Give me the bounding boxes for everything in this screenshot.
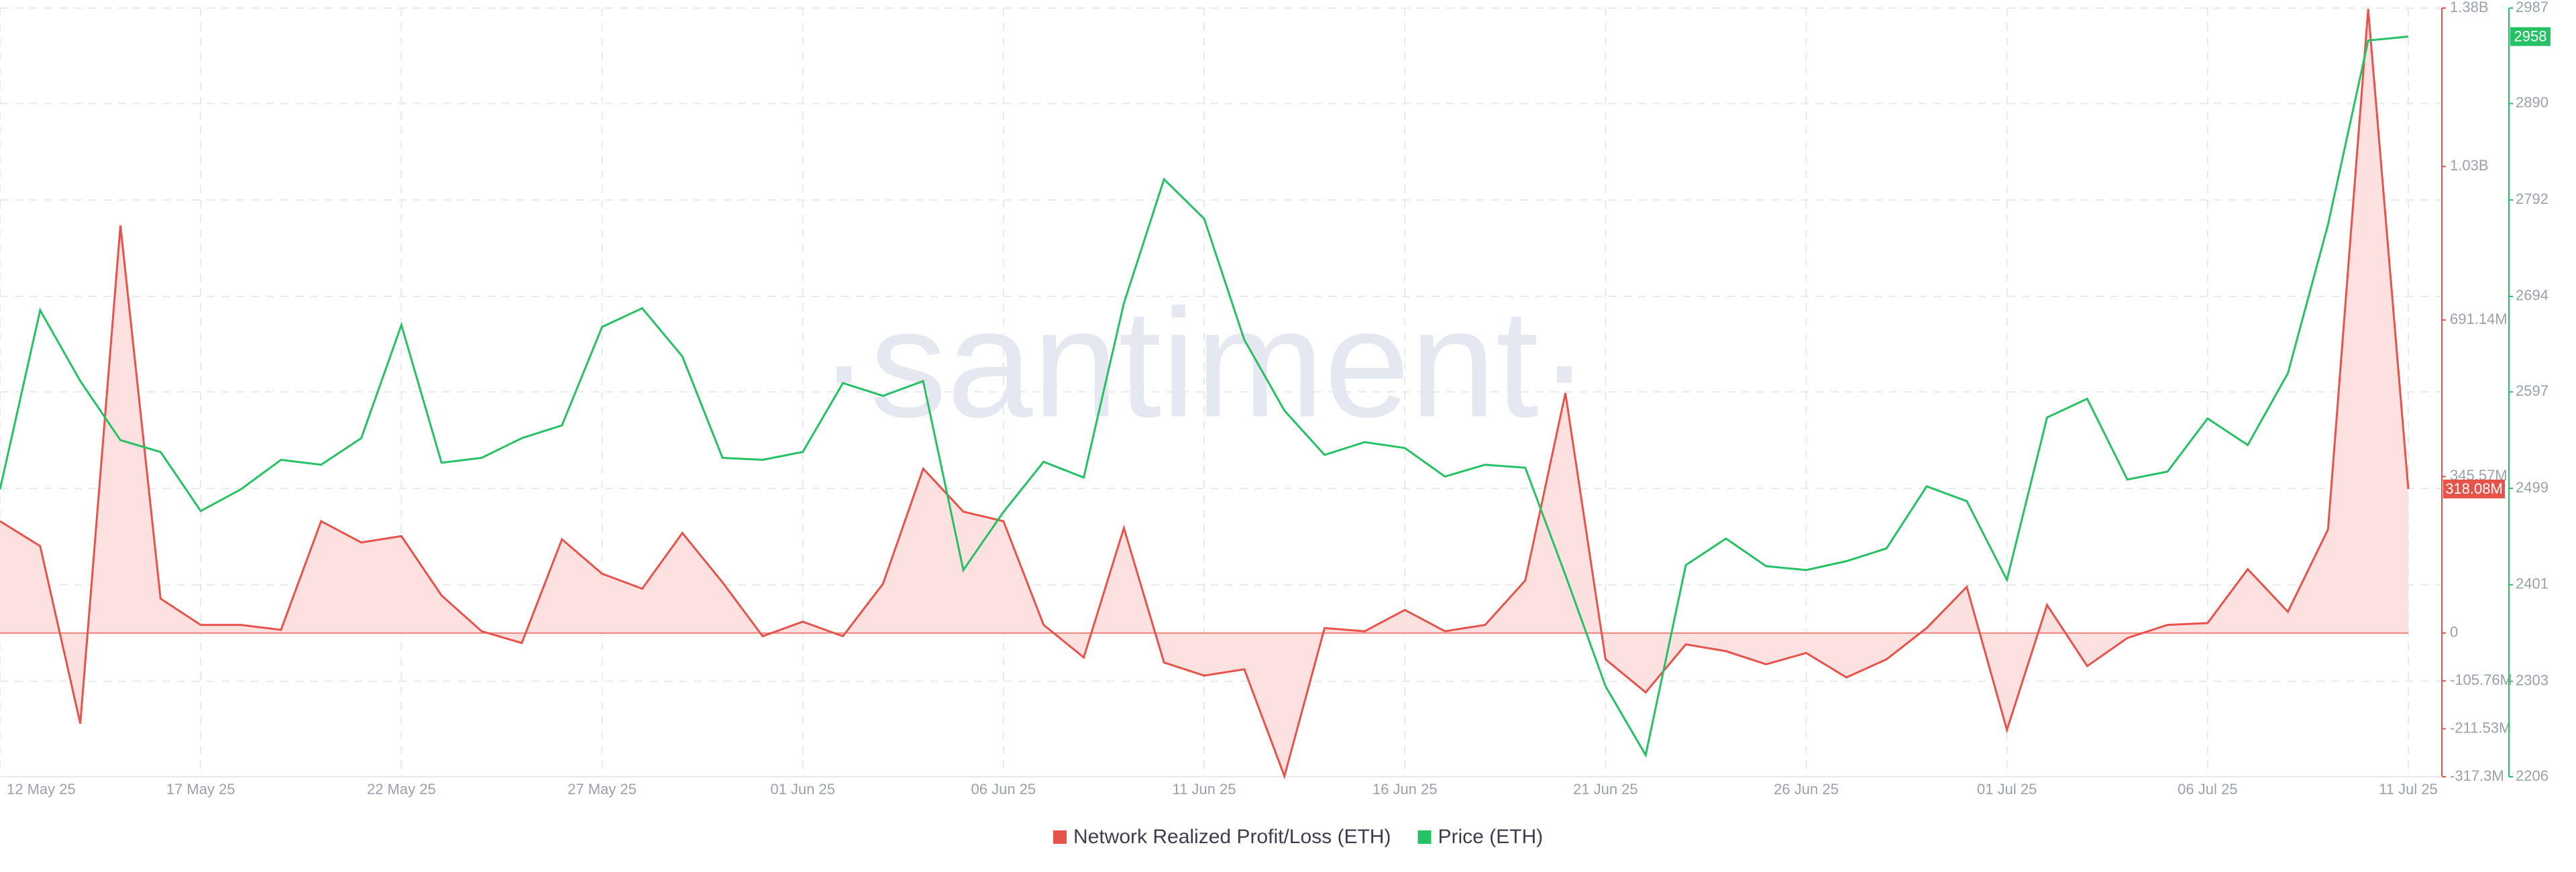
y-tick-label: -105.76M — [2450, 671, 2512, 688]
x-tick-label: 27 May 25 — [568, 781, 637, 798]
x-tick-label: 17 May 25 — [166, 781, 235, 798]
y-tick-label: 691.14M — [2450, 311, 2508, 327]
y-tick-label: 1.03B — [2450, 157, 2489, 174]
value-badge — [2443, 479, 2505, 498]
x-tick-label: 01 Jul 25 — [1977, 781, 2037, 798]
x-tick-label: 11 Jun 25 — [1172, 781, 1236, 798]
area — [0, 9, 2408, 777]
x-tick-label: 26 Jun 25 — [1774, 781, 1839, 798]
y-tick-label: 0 — [2450, 624, 2458, 641]
legend-label: Price (ETH) — [1438, 826, 1543, 848]
y2-tick-label: 2597 — [2516, 382, 2548, 399]
y2-tick-label: 2987 — [2516, 0, 2548, 15]
x-tick-label: 11 Jul 25 — [2379, 781, 2438, 798]
x-tick-label: 12 May 25 — [7, 781, 76, 798]
x-tick-label: 06 Jun 25 — [971, 781, 1036, 798]
y-tick-label: -317.3M — [2450, 767, 2504, 784]
value-label: 2958 — [2514, 28, 2547, 44]
legend-swatch — [1053, 830, 1067, 844]
y2-tick-label: 2206 — [2516, 767, 2548, 784]
y-tick-label: 1.38B — [2450, 0, 2489, 15]
legend-swatch — [1417, 830, 1432, 844]
line — [0, 36, 2409, 758]
y2-tick-label: 2303 — [2516, 671, 2548, 688]
legend-label: Network Realized Profit/Loss (ETH) — [1073, 826, 1391, 848]
y-tick-label: -211.53M — [2450, 719, 2511, 736]
x-tick-label: 01 Jun 25 — [770, 781, 835, 798]
y2-tick-label: 2792 — [2516, 190, 2548, 207]
x-tick-label: 06 Jul 25 — [2178, 781, 2237, 798]
y2-tick-label: 2694 — [2516, 287, 2548, 304]
line — [0, 9, 2410, 780]
x-tick-label: 16 Jun 25 — [1373, 781, 1438, 798]
y2-tick-label: 2890 — [2516, 94, 2548, 111]
value-label: 318.08M — [2445, 480, 2503, 497]
x-tick-label: 21 Jun 25 — [1573, 781, 1638, 798]
x-tick-label: 22 May 25 — [367, 781, 436, 798]
y2-tick-label: 2499 — [2516, 479, 2548, 496]
y2-tick-label: 2401 — [2516, 576, 2548, 592]
value-badge — [2510, 27, 2551, 46]
